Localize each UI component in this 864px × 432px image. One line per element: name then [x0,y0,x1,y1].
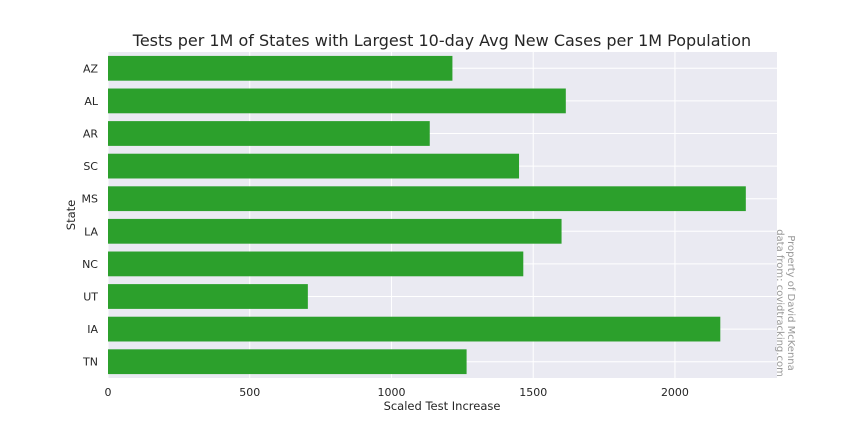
x-tick-label: 500 [239,386,260,399]
y-tick-label: MS [82,193,98,206]
x-tick-label: 1000 [377,386,405,399]
watermark-line-2: data from: covidtracking.com [774,229,785,377]
y-tick-label: IA [87,323,98,336]
y-axis-label: State [64,200,78,230]
y-tick-label: AR [83,128,99,141]
y-tick-label: AZ [83,62,99,75]
bar-ms [108,186,746,212]
watermark-line-1: Property of David McKenna [785,235,796,371]
x-tick-label: 1500 [519,386,547,399]
x-tick-label: 2000 [661,386,689,399]
bar-la [108,218,562,244]
y-tick-labels: AZ AL AR SC MS LA NC UT IA TN [82,62,99,368]
bar-nc [108,251,524,277]
y-tick-label: AL [84,95,99,108]
y-tick-label: TN [82,356,98,369]
chart-title: Tests per 1M of States with Largest 10-d… [132,31,751,50]
bars [108,55,746,375]
bar-ar [108,121,430,146]
x-axis-label: Scaled Test Increase [384,399,501,413]
x-tick-label: 0 [105,386,112,399]
bar-sc [108,153,520,179]
bar-tn [108,349,467,375]
bar-ut [108,284,308,309]
bar-ia [108,316,721,342]
y-tick-label: LA [84,225,98,238]
y-tick-label: SC [83,160,98,173]
bar-az [108,55,453,81]
x-tick-labels: 0 500 1000 1500 2000 [105,386,689,399]
y-tick-label: NC [82,258,98,271]
y-tick-label: UT [83,291,98,304]
bar-al [108,88,566,114]
